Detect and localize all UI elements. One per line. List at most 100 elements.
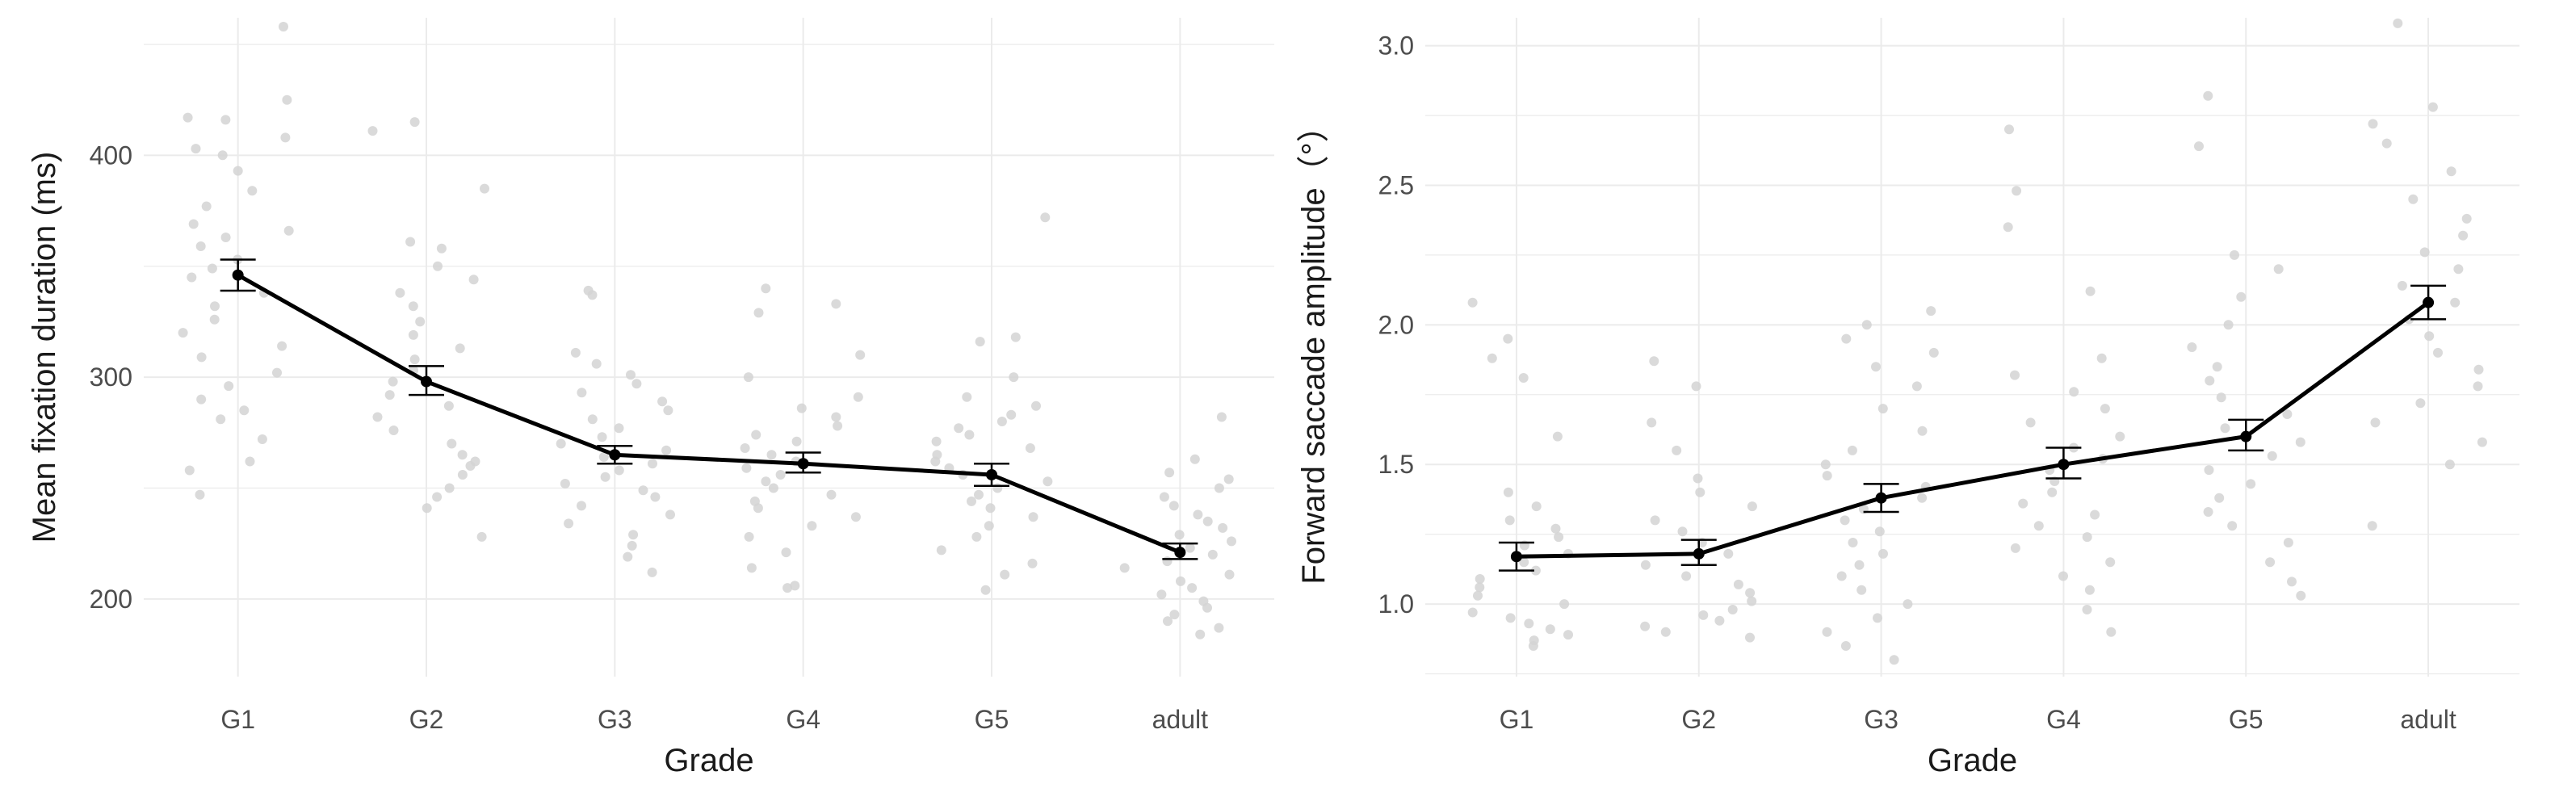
left-jitter-point [570,347,581,358]
left-jitter-point [409,117,420,128]
left-jitter-point [560,479,570,488]
right-jitter-point [2397,280,2407,291]
left-jitter-point [1162,556,1173,567]
left-jitter-point [465,461,476,471]
right-jitter-point [2265,557,2276,568]
left-jitter-point [1156,589,1167,600]
right-y-tick-label: 1.0 [1378,589,1414,618]
right-x-tick-label: G3 [1864,705,1898,734]
right-jitter-point [2419,247,2430,258]
left-jitter-point [962,392,972,402]
left-jitter-point [195,241,206,251]
right-jitter-point [2477,437,2487,447]
left-jitter-point [1224,569,1235,580]
right-mean-point [2240,430,2252,442]
right-jitter-point [1640,560,1651,570]
left-jitter-point [1218,522,1228,533]
right-y-tick-label: 3.0 [1378,31,1414,61]
left-gridlines [144,18,1274,677]
left-jitter-point [980,585,991,595]
right-jitter-point [1745,632,1755,643]
right-jitter-point [1840,515,1850,526]
right-jitter-point [1505,613,1516,623]
right-mean-point [2058,459,2070,471]
left-jitter-point [775,470,786,480]
right-jitter-point [1889,655,1899,665]
left-jitter-point [746,563,757,573]
left-jitter-point [1006,409,1017,420]
right-jitter-point [2296,590,2306,601]
right-jitter-point [1903,599,1913,610]
left-jitter-point [408,329,418,340]
right-jitter-point [1745,588,1756,598]
right-jitter-point [2100,404,2110,414]
left-x-tick-label: G4 [786,705,820,734]
right-jitter-point [2069,387,2079,397]
right-jitter-point [1917,426,1928,436]
left-jitter-point [388,376,398,387]
right-jitter-point [2267,451,2277,461]
left-error-bars [220,258,1198,560]
left-jitter-point [975,337,985,347]
left-jitter-point [201,201,212,212]
left-jitter-point [220,233,231,242]
left-jitter-point [409,354,420,365]
right-jitter-point [2444,459,2455,470]
left-jitter-point [1214,483,1224,493]
left-mean-point [797,458,809,470]
left-jitter-point [195,489,205,500]
right-y-tick-label: 2.5 [1378,170,1414,199]
left-jitter-point [1025,443,1035,453]
chart-left: 200 300 400 G1 G2 G3 G4 G5 adult Grade M… [27,18,1274,778]
right-jitter-point [1519,557,1529,568]
left-mean-point [421,375,432,388]
right-jitter-point [2004,124,2014,135]
left-y-tick-label: 200 [90,585,132,614]
left-jitter-point [761,283,771,294]
left-jitter-point [638,485,648,496]
right-x-tick-label: G4 [2046,705,2081,734]
right-jitter-point [1861,320,1872,330]
left-jitter-point [457,450,468,460]
right-jitter-point [2105,557,2116,568]
left-jitter-point [1216,412,1227,422]
left-jitter-point [239,405,250,416]
right-jitter-point [2018,498,2028,509]
right-x-tick-label: G1 [1500,705,1534,734]
left-jitter-point [648,459,657,469]
right-jitter-point [2096,353,2107,363]
left-jitter-point [614,465,624,476]
left-y-ticks: 200 300 400 [90,140,132,613]
right-jitter-point [2082,605,2092,614]
left-jitter-point [455,343,465,354]
left-jitter-point [1202,516,1213,526]
left-jitter-point [831,299,841,309]
left-jitter-point [1185,543,1195,553]
right-x-tick-label: adult [2400,705,2456,734]
right-jitter-point [2453,264,2464,275]
left-jitter-point [556,438,566,449]
left-x-tick-label: G1 [220,705,255,734]
left-jitter-point [1174,530,1185,540]
left-jitter-point [768,483,778,493]
right-jitter-point [1677,526,1688,537]
right-jitter-point [1487,353,1497,363]
right-jitter-point [1747,596,1757,606]
right-jitter-point [2212,362,2222,372]
right-jitter-point [1723,548,1734,559]
right-jitter-point [2090,509,2100,520]
left-jitter-point [577,501,586,511]
right-jitter-point [2223,320,2234,330]
left-jitter-point [210,301,220,312]
left-jitter-point [647,567,657,577]
left-jitter-point [577,388,587,398]
left-jitter-point [661,445,672,455]
left-jitter-point [233,166,243,176]
left-jitter-point [388,426,399,435]
left-jitter-point [781,547,791,558]
left-jitter-point [1189,454,1200,464]
right-jitter-point [1518,373,1529,383]
left-jitter-point [974,489,984,500]
right-jitter-point [1733,579,1743,589]
